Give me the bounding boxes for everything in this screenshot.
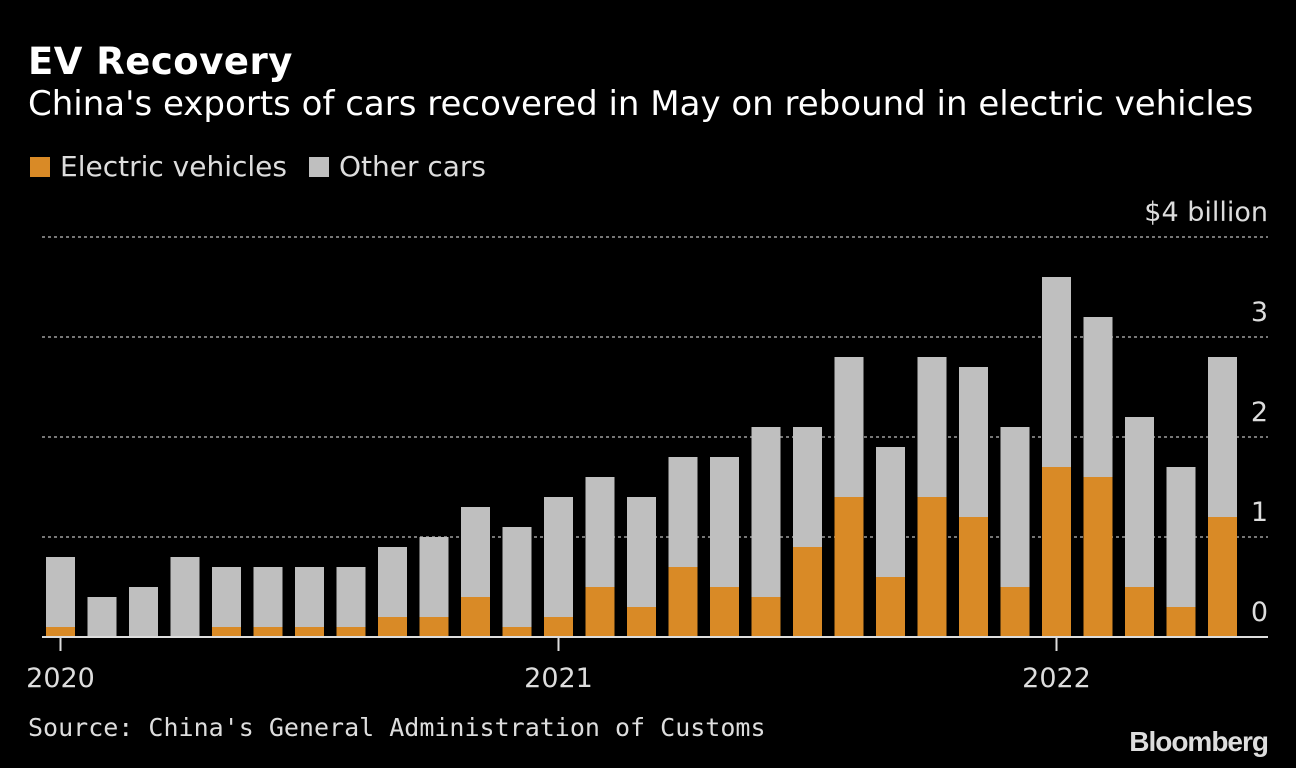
bar-other bbox=[710, 457, 739, 587]
bar-ev bbox=[253, 627, 283, 637]
chart-subtitle: China's exports of cars recovered in May… bbox=[28, 84, 1254, 124]
bloomberg-logo: Bloomberg bbox=[1129, 726, 1269, 757]
y-tick-label: 2 bbox=[1251, 397, 1268, 428]
bar-other bbox=[46, 557, 75, 627]
bar-other bbox=[1000, 427, 1030, 587]
legend-item-other: Other cars bbox=[308, 150, 487, 183]
y-tick-label: 0 bbox=[1251, 597, 1268, 628]
bar-ev bbox=[751, 597, 781, 637]
bar-ev bbox=[1000, 587, 1030, 637]
legend-label-ev: Electric vehicles bbox=[60, 150, 287, 183]
bar-other bbox=[1166, 467, 1196, 607]
bar-ev bbox=[212, 627, 241, 637]
bar-other bbox=[170, 557, 200, 637]
bar-other bbox=[336, 567, 366, 627]
bar-ev bbox=[378, 617, 407, 637]
x-tick-label: 2021 bbox=[524, 663, 593, 694]
bar-ev bbox=[1208, 517, 1237, 637]
bar-other bbox=[917, 357, 947, 497]
bar-ev bbox=[585, 587, 615, 637]
bar-ev bbox=[1125, 587, 1154, 637]
legend-swatch-ev bbox=[30, 156, 50, 177]
bar-other bbox=[751, 427, 781, 597]
bar-ev bbox=[876, 577, 905, 637]
bar-ev bbox=[793, 547, 822, 637]
bar-other bbox=[585, 477, 615, 587]
bar-ev bbox=[1083, 477, 1113, 637]
bar-other bbox=[129, 587, 158, 637]
bar-other bbox=[87, 597, 117, 637]
x-tick-label: 2022 bbox=[1022, 663, 1091, 694]
bar-ev bbox=[1166, 607, 1196, 637]
bar-other bbox=[502, 527, 532, 627]
y-tick-label: 3 bbox=[1251, 297, 1268, 328]
source-note: Source: China's General Administration o… bbox=[28, 713, 766, 742]
legend: Electric vehicles Other cars bbox=[30, 150, 486, 183]
bar-ev bbox=[917, 497, 947, 637]
bar-other bbox=[1125, 417, 1154, 587]
bar-other bbox=[253, 567, 283, 627]
bar-ev bbox=[502, 627, 532, 637]
bar-other bbox=[627, 497, 656, 607]
bar-ev bbox=[834, 497, 864, 637]
bar-ev bbox=[461, 597, 490, 637]
bar-other bbox=[1208, 357, 1237, 517]
bar-other bbox=[212, 567, 241, 627]
y-tick-label: $4 billion bbox=[1144, 197, 1268, 228]
bar-ev bbox=[710, 587, 739, 637]
bar-other bbox=[668, 457, 698, 567]
bar-ev bbox=[295, 627, 324, 637]
bar-other bbox=[419, 537, 449, 617]
bar-ev bbox=[46, 627, 75, 637]
bar-ev bbox=[544, 617, 573, 637]
bar-ev bbox=[336, 627, 366, 637]
bar-other bbox=[461, 507, 490, 597]
bar-other bbox=[834, 357, 864, 497]
bar-ev bbox=[959, 517, 988, 637]
bar-ev bbox=[419, 617, 449, 637]
bar-ev bbox=[668, 567, 698, 637]
bar-other bbox=[1042, 277, 1071, 467]
bar-ev bbox=[1042, 467, 1071, 637]
bar-ev bbox=[627, 607, 656, 637]
bar-other bbox=[876, 447, 905, 577]
bar-other bbox=[793, 427, 822, 547]
y-tick-label: 1 bbox=[1251, 497, 1268, 528]
bar-other bbox=[544, 497, 573, 617]
legend-item-ev: Electric vehicles bbox=[30, 150, 287, 183]
bar-other bbox=[295, 567, 324, 627]
bar-other bbox=[959, 367, 988, 517]
chart-title: EV Recovery bbox=[28, 40, 293, 83]
legend-swatch-other bbox=[308, 156, 329, 177]
bar-other bbox=[1083, 317, 1113, 477]
bar-other bbox=[378, 547, 407, 617]
legend-label-other: Other cars bbox=[338, 150, 487, 183]
x-tick-label: 2020 bbox=[26, 663, 95, 694]
